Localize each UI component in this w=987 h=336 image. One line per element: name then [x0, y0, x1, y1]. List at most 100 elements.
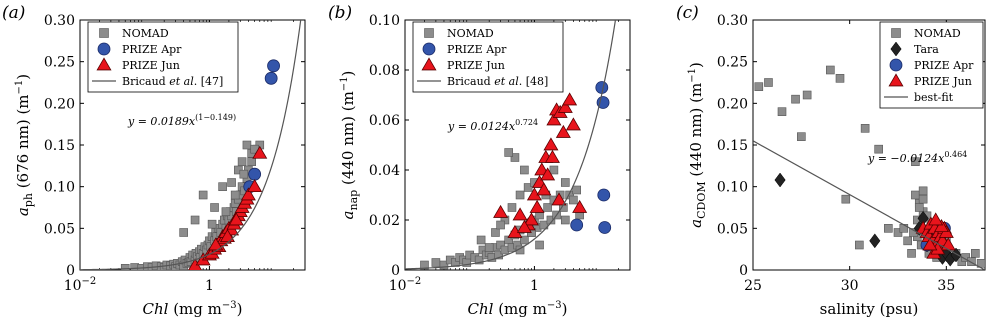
- chart-panel-2: 0 0.02 0.04 0.06 0.08 0.10 10−2 1 Chl (mg m−3) an…: [328, 3, 631, 318]
- data-point: [520, 165, 529, 175]
- data-point: [911, 157, 920, 166]
- data-point: [835, 74, 845, 83]
- data-point: [802, 90, 812, 100]
- data-point: [476, 235, 486, 245]
- fit-equation: y = −0.0124x0.464: [867, 150, 967, 165]
- data-point: [918, 186, 928, 196]
- fit-curve: [405, 20, 617, 270]
- legend-marker: [891, 28, 901, 38]
- series-prize-apr: [243, 59, 280, 194]
- data-point: [510, 153, 520, 162]
- data-point: [797, 132, 806, 141]
- data-point: [933, 219, 950, 233]
- data-point: [474, 255, 484, 265]
- data-point: [874, 144, 883, 154]
- x-tick-label: 25: [744, 278, 762, 294]
- legend-label: Bricaud et al. [48]: [447, 75, 548, 88]
- data-point: [252, 145, 268, 159]
- data-point: [208, 237, 224, 251]
- legend-label: Bricaud et al. [47]: [122, 75, 223, 88]
- data-point: [536, 182, 552, 196]
- x-axis-label: salinity (psu): [820, 300, 919, 318]
- y-tick-label: 0.15: [717, 138, 748, 154]
- y-tick-label: 0.08: [369, 63, 400, 79]
- y-tick-label: 0.20: [717, 96, 748, 112]
- data-point: [218, 182, 227, 191]
- data-point: [971, 249, 980, 258]
- data-point: [555, 124, 571, 138]
- y-tick-label: 0.20: [44, 96, 75, 112]
- legend-marker: [96, 57, 112, 71]
- data-point: [207, 219, 217, 229]
- data-point: [512, 207, 528, 221]
- legend-marker: [424, 28, 434, 38]
- data-point: [543, 203, 552, 212]
- y-tick-label: 0.15: [44, 138, 75, 154]
- series-prize-jun: [188, 145, 268, 270]
- data-point: [230, 190, 240, 200]
- data-point: [221, 207, 231, 216]
- y-tick-label: 0: [66, 263, 75, 279]
- panel-label: (b): [328, 3, 352, 23]
- legend-label: NOMAD: [447, 27, 494, 40]
- data-layer: [80, 20, 302, 270]
- data-point: [247, 179, 263, 193]
- data-point: [598, 221, 612, 234]
- data-point: [562, 92, 578, 106]
- y-tick-label: 0.25: [717, 55, 748, 71]
- x-axis-label: Chl (mg m−3): [143, 300, 243, 318]
- fit-curve: [80, 20, 302, 270]
- data-point: [551, 192, 567, 206]
- y-tick-label: 0: [391, 263, 400, 279]
- data-point: [219, 229, 235, 243]
- data-point: [227, 178, 236, 187]
- legend-marker: [889, 58, 903, 72]
- data-point: [774, 172, 786, 188]
- panel-label: (a): [2, 3, 25, 23]
- data-point: [496, 220, 505, 230]
- legend-label: NOMAD: [122, 27, 169, 40]
- y-tick-label: 0.06: [369, 113, 400, 129]
- data-point: [484, 243, 494, 252]
- data-point: [515, 190, 525, 200]
- series-prize-apr: [570, 81, 612, 234]
- legend-marker: [888, 73, 904, 87]
- legend-marker: [99, 28, 109, 38]
- legend: NOMAD Tara PRIZE Apr PRIZE Jun best-fit: [879, 21, 984, 109]
- data-point: [242, 140, 252, 150]
- data-point: [560, 215, 570, 225]
- data-point: [884, 224, 893, 233]
- data-point: [190, 215, 200, 225]
- fit-curve: [753, 140, 985, 270]
- data-point: [565, 117, 581, 131]
- data-point: [496, 240, 505, 250]
- fit-equation: y = 0.0189x(1−0.149): [127, 113, 236, 128]
- legend-marker: [890, 41, 902, 57]
- y-axis-label: aCDOM (440 nm) (m−1): [687, 62, 708, 228]
- legend-label: PRIZE Jun: [122, 59, 180, 72]
- data-point: [439, 260, 449, 270]
- data-point: [860, 124, 870, 133]
- x-tick-label: 10−2: [389, 276, 422, 294]
- data-point: [520, 235, 529, 245]
- legend-marker: [422, 42, 436, 56]
- data-point: [855, 240, 864, 250]
- data-point: [597, 188, 611, 202]
- y-tick-label: 0.10: [369, 13, 400, 29]
- data-point: [791, 94, 800, 104]
- data-point: [239, 169, 249, 179]
- data-point: [237, 157, 247, 166]
- data-point: [198, 190, 208, 200]
- series-prize-jun: [493, 92, 588, 238]
- legend-marker: [421, 57, 437, 71]
- data-point: [504, 148, 513, 157]
- legend-label: NOMAD: [914, 27, 961, 40]
- data-point: [431, 258, 441, 267]
- data-point: [764, 78, 773, 87]
- legend-label: Tara: [914, 43, 939, 56]
- data-point: [899, 224, 909, 233]
- x-tick-label: 1: [205, 278, 214, 294]
- x-tick-label: 30: [841, 278, 859, 294]
- x-axis-label: Chl (mg m−3): [468, 300, 568, 318]
